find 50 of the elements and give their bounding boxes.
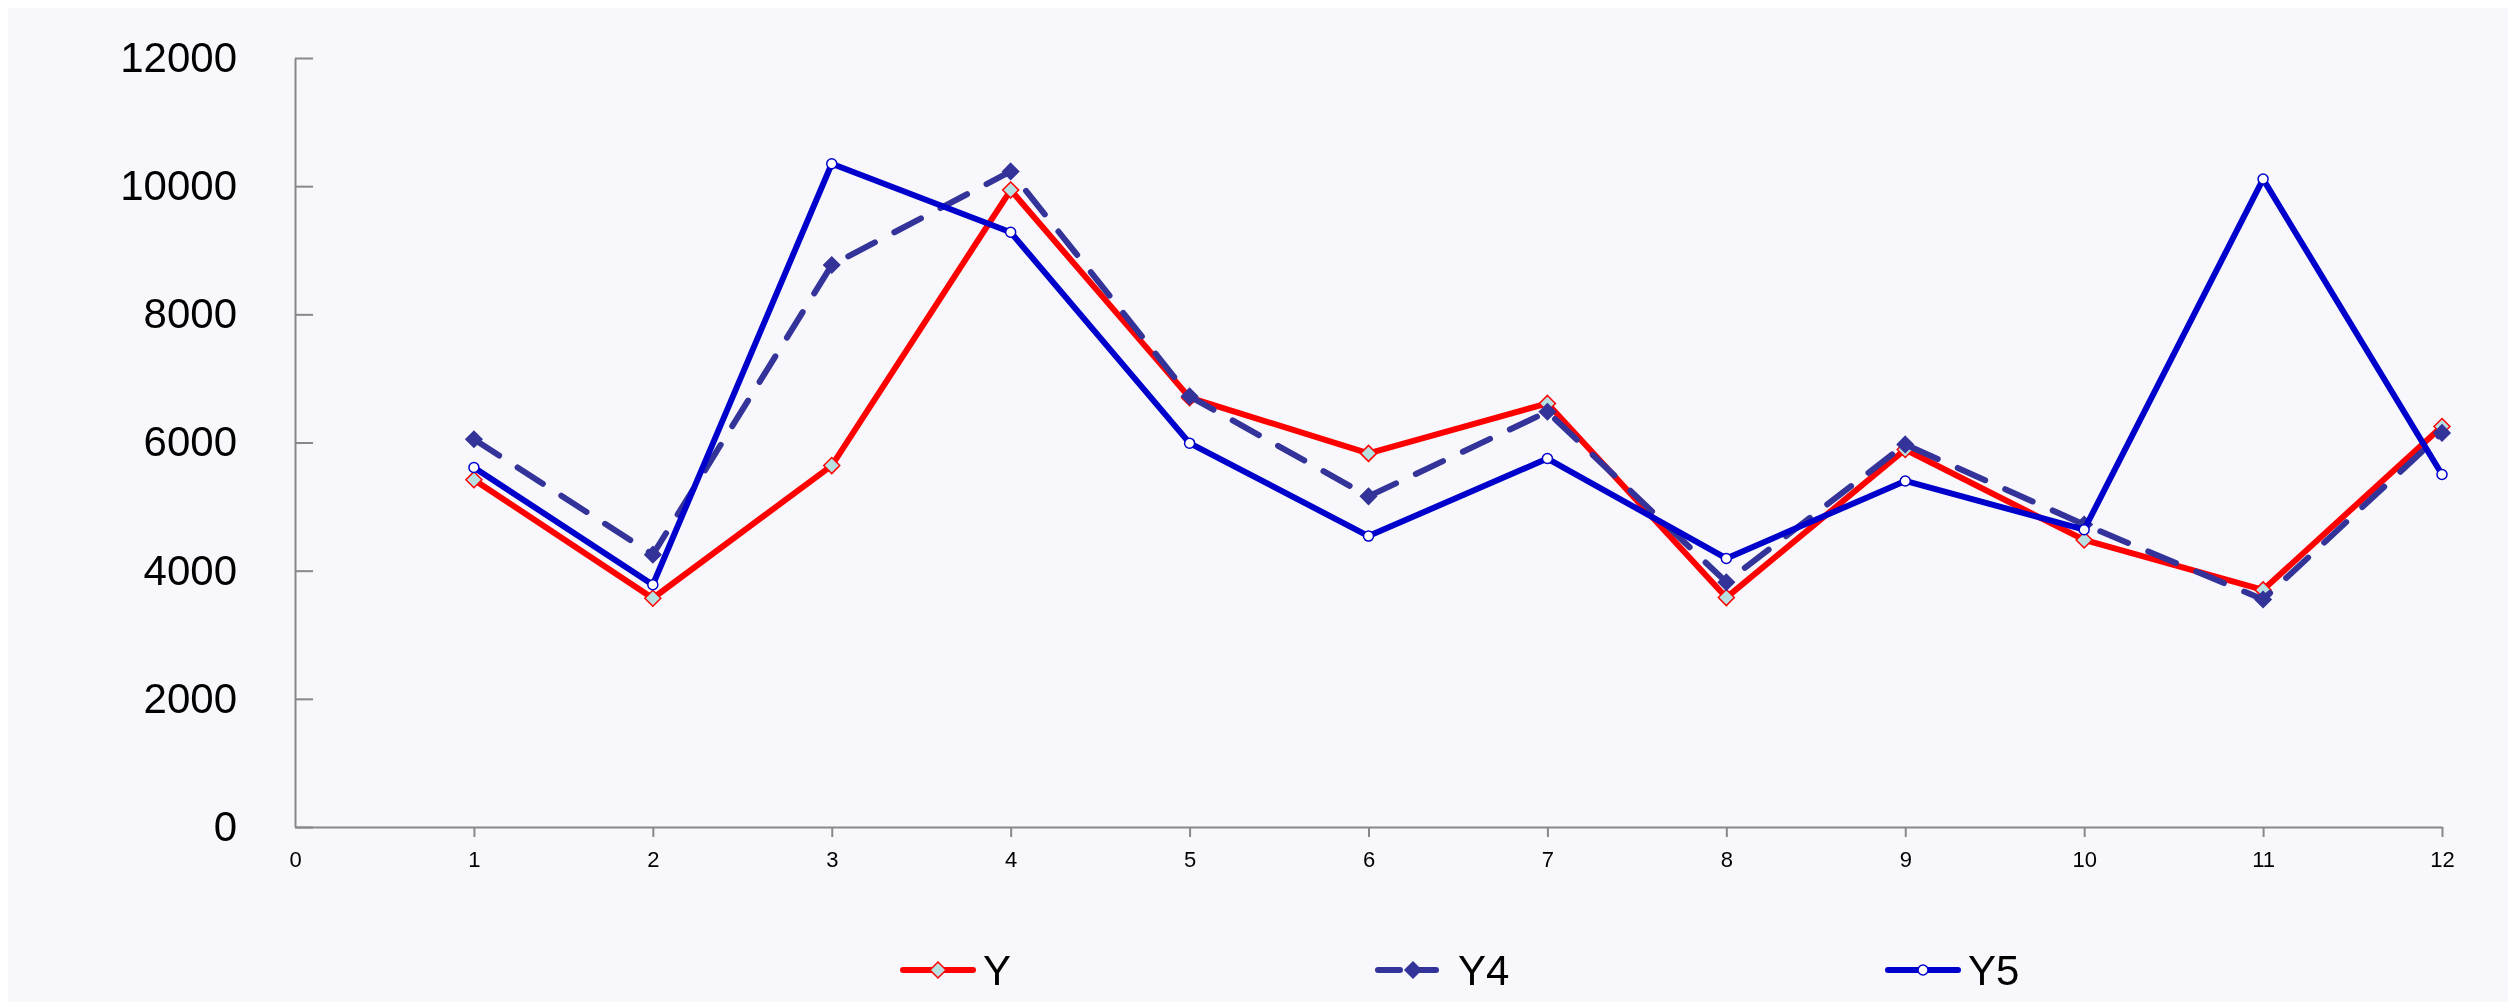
- point: [1541, 452, 1554, 465]
- x-tick-label: 8: [1720, 846, 1733, 872]
- x-tick-label: 2: [647, 846, 660, 872]
- point: [465, 430, 483, 449]
- legend-label: Y4: [1458, 946, 1510, 994]
- x-tick-label: 11: [2252, 846, 2276, 872]
- y-tick-label: 6000: [143, 418, 237, 466]
- x-tick-label: 5: [1183, 846, 1197, 872]
- point: [1001, 162, 1020, 181]
- x-tick-label: 7: [1541, 846, 1555, 872]
- point: [826, 157, 838, 170]
- x-tick-label: 3: [826, 846, 839, 872]
- point: [644, 589, 662, 607]
- point: [465, 470, 483, 489]
- y-tick-label: 2000: [143, 674, 237, 722]
- legend-label: Y: [983, 946, 1012, 994]
- point: [1717, 588, 1736, 607]
- point: [468, 461, 480, 474]
- point: [1359, 444, 1378, 463]
- point: [1896, 435, 1914, 454]
- point: [1004, 226, 1017, 239]
- y-tick-label: 12000: [120, 33, 237, 81]
- x-tick-label: 9: [1899, 846, 1912, 872]
- point: [2436, 468, 2448, 481]
- point: [2433, 424, 2451, 442]
- point: [1359, 487, 1378, 506]
- x-tick-label: 6: [1362, 846, 1376, 872]
- x-tick-label: 0: [289, 846, 302, 872]
- x-tick-label: 1: [468, 846, 481, 872]
- x-tick-label: 10: [2072, 846, 2097, 872]
- point: [2254, 590, 2272, 609]
- x-tick-label: 12: [2430, 846, 2455, 872]
- point: [823, 256, 841, 274]
- point: [1183, 437, 1196, 449]
- point: [2257, 173, 2269, 185]
- point: [1720, 552, 1733, 565]
- y-tick-label: 8000: [143, 290, 237, 338]
- point: [1538, 402, 1557, 421]
- point: [1001, 181, 1020, 199]
- point: [823, 456, 841, 475]
- y-tick-label: 4000: [143, 546, 237, 594]
- x-tick-label: 4: [1005, 846, 1018, 872]
- point: [1899, 475, 1911, 487]
- y-tick-label: 10000: [120, 162, 237, 210]
- point: [647, 579, 659, 591]
- point: [2078, 523, 2090, 536]
- point: [644, 545, 662, 564]
- legend-label: Y5: [1968, 946, 2020, 994]
- point: [1717, 573, 1736, 591]
- point: [1362, 530, 1375, 542]
